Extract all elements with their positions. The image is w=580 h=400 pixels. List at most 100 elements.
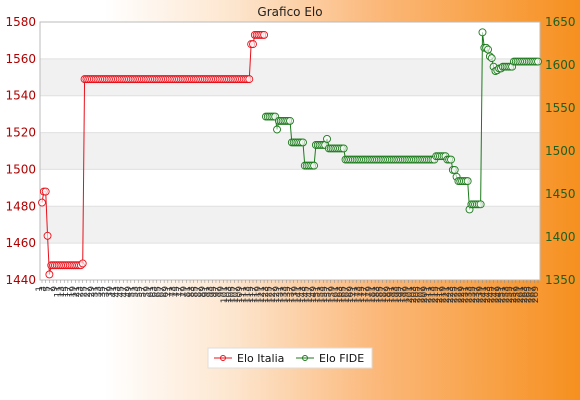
x-tick-label: 103 <box>224 286 234 303</box>
x-tick-label: 123 <box>261 286 271 303</box>
x-tick-label: 199 <box>401 286 411 303</box>
data-point <box>450 165 459 174</box>
data-point <box>273 125 281 134</box>
x-tick-label: 39 <box>105 286 115 298</box>
x-tick-label: 21 <box>72 286 82 297</box>
x-tick-label: 67 <box>157 286 167 297</box>
y-left-tick-label: 1500 <box>5 162 36 176</box>
x-tick-label: 13 <box>57 286 67 297</box>
x-tick-label: 209 <box>420 286 430 303</box>
y-right-tick-label: 1600 <box>545 58 576 72</box>
x-tick-label: 95 <box>209 286 219 297</box>
data-point <box>299 138 307 147</box>
x-tick-label: 151 <box>313 286 323 303</box>
x-tick-label: 217 <box>435 286 445 303</box>
x-tick-label: 231 <box>461 286 471 303</box>
data-point <box>286 116 294 125</box>
x-tick-label: 49 <box>124 286 134 298</box>
legend-label-italia: Elo Italia <box>237 352 284 365</box>
x-tick-label: 225 <box>450 286 460 303</box>
y-axis-right: 1350 1400 1450 1500 1550 1600 1650 <box>545 15 576 287</box>
x-tick-label: 243 <box>483 286 493 303</box>
y-left-tick-label: 1560 <box>5 52 36 66</box>
data-point <box>339 144 348 153</box>
data-point <box>323 135 331 143</box>
x-tick-label: 169 <box>346 286 356 303</box>
x-tick-label: 81 <box>183 286 193 297</box>
x-tick-label: 93 <box>205 286 215 297</box>
grid-band <box>40 132 540 170</box>
x-tick-label: 71 <box>165 286 175 297</box>
y-left-tick-label: 1440 <box>5 273 36 287</box>
y-left-tick-label: 1480 <box>5 199 36 213</box>
x-tick-label: 115 <box>246 286 256 303</box>
x-tick-label: 223 <box>446 286 456 303</box>
x-tick-label: 55 <box>135 286 145 297</box>
x-tick-label: 107 <box>231 286 241 303</box>
x-tick-label: 63 <box>150 286 160 297</box>
y-right-tick-label: 1450 <box>545 187 576 201</box>
x-tick-label: 145 <box>302 286 312 303</box>
x-tick-label: 105 <box>227 286 237 303</box>
x-tick-label: 91 <box>202 286 212 297</box>
x-tick-label: 185 <box>376 286 386 303</box>
x-tick-label: 261 <box>516 286 526 303</box>
x-tick-label: 251 <box>498 286 508 303</box>
legend-marker-italia <box>220 355 226 361</box>
x-tick-label: 25 <box>79 286 89 297</box>
x-tick-label: 215 <box>431 286 441 303</box>
x-tick-label: 153 <box>316 286 326 303</box>
data-point <box>463 177 472 186</box>
x-tick-label: 161 <box>331 286 341 303</box>
series-elo-italia <box>38 30 269 279</box>
x-tick-label: 31 <box>91 286 101 297</box>
y-right-tick-label: 1550 <box>545 101 576 115</box>
x-tick-label: 157 <box>324 286 334 303</box>
x-tick-label: 221 <box>442 286 452 303</box>
y-right-tick-label: 1650 <box>545 15 576 29</box>
x-tick-label: 249 <box>494 286 504 303</box>
x-tick-label: 257 <box>509 286 519 303</box>
x-tick-label: 7 <box>46 286 56 292</box>
x-axis: 1357911131517192123252729313335373941434… <box>35 280 541 303</box>
data-point <box>41 187 50 196</box>
y-right-tick-label: 1500 <box>545 144 576 158</box>
x-tick-label: 79 <box>179 286 189 298</box>
x-tick-label: 129 <box>272 286 282 303</box>
x-tick-label: 125 <box>264 286 274 303</box>
x-tick-label: 239 <box>475 286 485 303</box>
y-left-tick-label: 1580 <box>5 15 36 29</box>
x-tick-label: 255 <box>505 286 515 303</box>
x-tick-label: 65 <box>153 286 163 297</box>
x-tick-label: 175 <box>357 286 367 303</box>
chart-title: Grafico Elo <box>257 5 322 19</box>
x-tick-label: 27 <box>83 286 93 297</box>
x-tick-label: 43 <box>113 286 123 297</box>
data-point <box>487 54 496 63</box>
y-left-tick-label: 1540 <box>5 89 36 103</box>
grid-band <box>40 206 540 244</box>
x-tick-label: 97 <box>213 286 223 297</box>
x-tick-label: 3 <box>39 286 49 292</box>
x-tick-label: 53 <box>131 286 141 297</box>
x-tick-label: 139 <box>290 286 300 303</box>
x-tick-label: 149 <box>309 286 319 303</box>
x-tick-label: 211 <box>424 286 434 303</box>
x-tick-label: 85 <box>190 286 200 297</box>
y-left-tick-label: 1460 <box>5 236 36 250</box>
x-tick-label: 201 <box>405 286 415 303</box>
x-tick-label: 75 <box>172 286 182 297</box>
y-axis-left: 1440 1460 1480 1500 1520 1540 1560 1580 <box>5 15 36 287</box>
x-tick-label: 269 <box>531 286 541 303</box>
x-tick-label: 37 <box>102 286 112 297</box>
x-tick-label: 237 <box>472 286 482 303</box>
x-tick-label: 183 <box>372 286 382 303</box>
x-tick-label: 15 <box>61 286 71 297</box>
grid-bands <box>40 58 540 244</box>
x-tick-label: 131 <box>276 286 286 303</box>
data-point <box>260 30 269 39</box>
x-tick-label: 173 <box>353 286 363 303</box>
x-tick-label: 163 <box>335 286 345 303</box>
x-tick-label: 83 <box>187 286 197 297</box>
